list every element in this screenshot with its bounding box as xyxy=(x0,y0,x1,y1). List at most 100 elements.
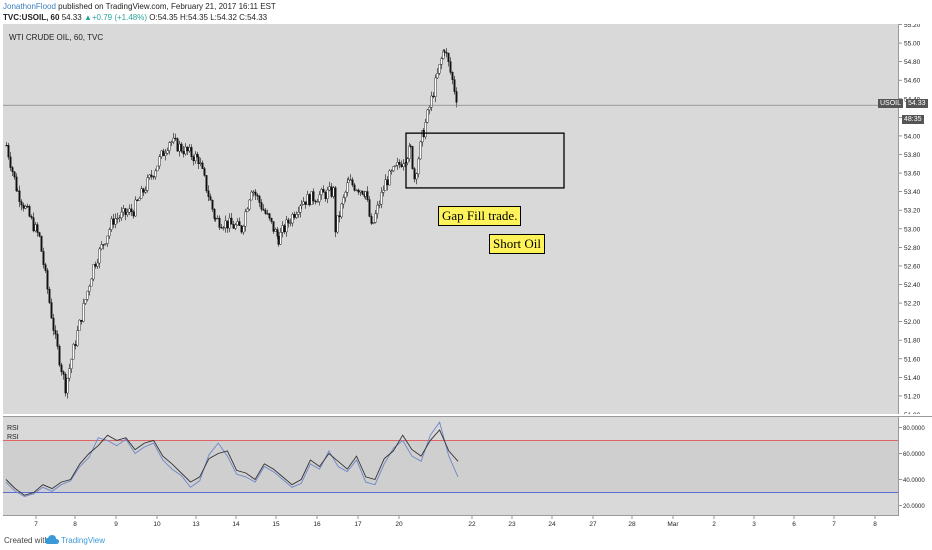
rsi-axis-label: 60.0000 xyxy=(903,452,925,458)
ohlc-text: O:54.35 H:54.35 L:54.32 C:54.33 xyxy=(149,13,268,22)
candle-body xyxy=(361,190,364,195)
candle-body xyxy=(84,299,87,304)
candle-body xyxy=(436,73,439,79)
candle-body xyxy=(184,146,187,155)
rsi-axis[interactable]: 20.0000 40.0000 60.0000 80.0000 xyxy=(898,416,932,516)
price-tag: USOIL 54.33 48:35 xyxy=(878,99,932,125)
candle-body xyxy=(102,244,105,246)
candle-body xyxy=(342,197,345,205)
last-price-text: 54.33 xyxy=(61,13,82,22)
published-text: published on TradingView.com, February 2… xyxy=(58,2,276,11)
candle-body xyxy=(205,175,208,192)
candle-body xyxy=(62,371,65,375)
candle-body xyxy=(334,187,337,233)
candle-body xyxy=(346,182,349,193)
rsi-series-1-line xyxy=(5,429,459,496)
price-axis-label: 51.00 xyxy=(904,412,921,414)
candle-body xyxy=(424,122,427,138)
candle-body xyxy=(66,377,69,394)
candle-body xyxy=(201,162,204,169)
time-axis[interactable]: 7 8 9 10 13 14 15 16 17 20 22 23 24 27 28 Mar 2 3 6 7 8 xyxy=(3,515,898,530)
time-axis-label: 23 xyxy=(508,521,516,528)
brand-text[interactable]: TradingView xyxy=(61,536,106,545)
candle-body xyxy=(344,192,347,198)
candle-body xyxy=(34,224,37,232)
candle-body xyxy=(244,211,247,227)
candle-body xyxy=(440,58,443,65)
candle-body xyxy=(295,214,298,218)
candle-body xyxy=(320,189,323,196)
candle-body xyxy=(222,227,225,229)
candle-body xyxy=(70,358,73,369)
price-axis-label: 54.80 xyxy=(904,59,921,66)
candle-body xyxy=(120,211,123,219)
candle-body xyxy=(16,190,19,192)
candle-body xyxy=(100,244,103,250)
time-axis-label: 7 xyxy=(34,521,38,528)
candle-body xyxy=(349,179,352,181)
time-axis-label: 2 xyxy=(712,521,716,528)
candle-body xyxy=(20,201,23,206)
gap-fill-zone[interactable] xyxy=(405,132,565,189)
candle-body xyxy=(58,346,61,366)
candle-body xyxy=(13,171,16,178)
candle-body xyxy=(326,189,329,199)
candle-body xyxy=(172,137,175,143)
candle-body xyxy=(124,208,127,215)
candle-body xyxy=(351,179,354,186)
author-link[interactable]: JonathonFlood xyxy=(3,2,56,11)
price-axis-label: 54.00 xyxy=(904,133,921,140)
candle-body xyxy=(382,190,385,193)
candle-body xyxy=(300,204,303,207)
candle-body xyxy=(146,177,149,191)
candle-body xyxy=(318,194,321,202)
candle-body xyxy=(104,243,107,245)
candle-body xyxy=(283,225,286,233)
candle-body xyxy=(36,224,39,233)
candle-body xyxy=(188,147,191,152)
rsi-axis-svg: 20.0000 40.0000 60.0000 80.0000 xyxy=(899,426,925,510)
rsi-axis-label: 20.0000 xyxy=(903,504,925,510)
candle-body xyxy=(285,219,288,233)
time-axis-label: 8 xyxy=(73,521,77,528)
candle-body xyxy=(56,333,59,347)
candle-body xyxy=(197,156,200,165)
candle-body xyxy=(170,141,173,143)
candle-body xyxy=(340,203,343,218)
candle-body xyxy=(96,262,99,267)
rsi-pane[interactable]: RSI RSI xyxy=(3,416,898,516)
candle-body xyxy=(426,109,429,123)
candle-body xyxy=(260,202,263,210)
candle-body xyxy=(400,164,403,168)
candle-body xyxy=(272,221,275,232)
price-axis-label: 53.20 xyxy=(904,208,921,215)
candle-body xyxy=(252,191,255,193)
candle-body xyxy=(216,217,219,220)
gap-fill-annotation[interactable]: Gap Fill trade. xyxy=(438,206,522,226)
price-tag-symbol: USOIL xyxy=(878,99,904,109)
candle-body xyxy=(258,195,261,203)
time-axis-label: 13 xyxy=(192,521,200,528)
candle-body xyxy=(162,150,165,156)
candle-body xyxy=(60,364,63,372)
candle-body xyxy=(372,222,375,224)
candle-body xyxy=(366,191,369,200)
short-oil-annotation[interactable]: Short Oil xyxy=(489,234,546,254)
candle-body xyxy=(413,168,416,180)
candle-body xyxy=(314,200,317,203)
candle-body xyxy=(384,179,387,191)
candle-body xyxy=(209,196,212,201)
candle-body xyxy=(359,190,362,193)
candle-body xyxy=(78,319,81,331)
candle-body xyxy=(415,173,418,180)
candle-body xyxy=(310,191,313,206)
candle-body xyxy=(218,217,221,228)
candle-body xyxy=(408,145,411,159)
candle-body xyxy=(238,221,241,226)
price-axis-label: 54.60 xyxy=(904,78,921,85)
candle-body xyxy=(438,64,441,74)
price-axis[interactable]: 51.00 51.20 51.40 51.60 51.80 52.00 52.20 52.40… xyxy=(898,24,932,414)
candle-body xyxy=(392,166,395,172)
candle-body xyxy=(11,167,14,172)
countdown-tag: 48:35 xyxy=(902,115,924,125)
